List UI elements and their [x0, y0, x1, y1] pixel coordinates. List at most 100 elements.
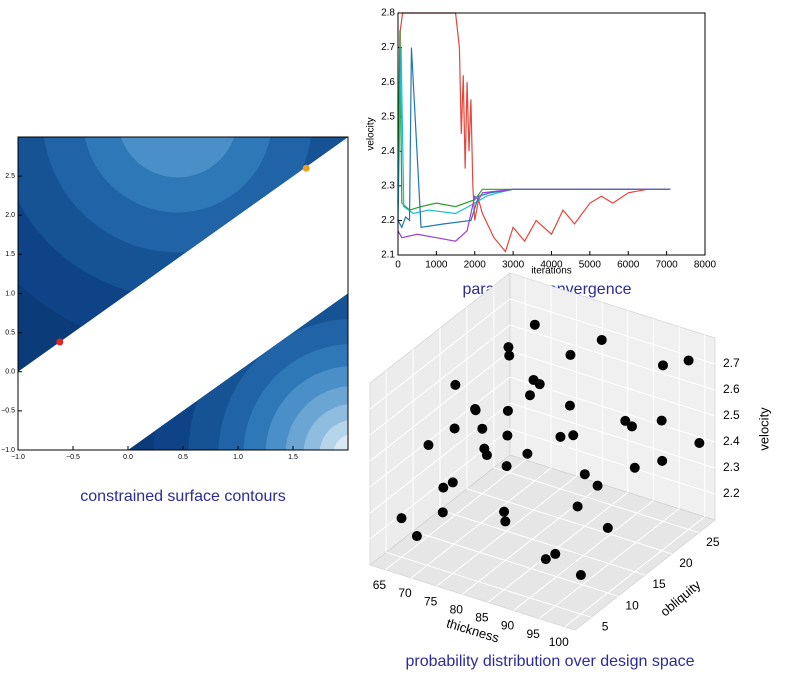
point — [470, 403, 481, 414]
z-tick-label: 2.4 — [723, 434, 740, 448]
z-tick-label: 2.7 — [723, 356, 740, 370]
point — [302, 164, 310, 172]
x-tick-label: 1000 — [425, 260, 448, 271]
point — [656, 415, 667, 426]
series-line — [397, 47, 671, 229]
point — [579, 469, 590, 480]
point — [657, 455, 668, 466]
grid-line — [369, 298, 511, 410]
y-tick-label: 2.5 — [381, 111, 395, 122]
point — [555, 431, 566, 442]
point — [524, 390, 535, 401]
z-tick-label: 2.5 — [723, 408, 740, 422]
x-tick-label: 70 — [398, 586, 412, 600]
x-tick-label: 100 — [549, 635, 569, 649]
x-tick-label: 5000 — [579, 260, 602, 271]
point — [449, 423, 460, 434]
point — [683, 355, 694, 366]
y-tick-label: 2.1 — [381, 250, 395, 261]
grid-line — [386, 551, 592, 618]
z-axis-label: velocity — [756, 407, 771, 451]
point — [572, 501, 583, 512]
grid-line — [369, 402, 511, 514]
point — [602, 522, 613, 533]
y-tick-label: 1.0 — [5, 290, 15, 297]
contour-band — [333, 433, 348, 450]
y-tick-label: 15 — [652, 577, 666, 591]
grid-line — [509, 350, 716, 417]
x-tick-label: −1.0 — [11, 454, 25, 461]
x-tick-label: −0.5 — [66, 454, 80, 461]
x-tick-label: 7000 — [656, 260, 679, 271]
contour-band — [82, 137, 273, 213]
point — [502, 405, 513, 416]
point — [423, 440, 434, 451]
grid-line — [509, 376, 716, 443]
contour-band — [303, 403, 348, 450]
grid-line — [369, 376, 511, 488]
y-tick-label: 0.5 — [5, 329, 15, 336]
x-tick-label: 2000 — [464, 260, 487, 271]
x-tick-label: 8000 — [694, 260, 717, 271]
point — [550, 548, 561, 559]
grid-line — [509, 428, 716, 495]
contour-band — [319, 419, 348, 450]
point — [501, 461, 512, 472]
x-tick-label: 6000 — [617, 260, 640, 271]
point — [592, 480, 603, 491]
y-tick-label: 20 — [679, 556, 693, 570]
point — [499, 506, 510, 517]
plot-bg — [398, 13, 705, 255]
contour-band — [117, 137, 238, 178]
point — [528, 374, 539, 385]
point — [500, 516, 511, 527]
grid-line — [412, 530, 619, 597]
y-tick-label: 1.5 — [5, 251, 15, 258]
point — [564, 400, 575, 411]
series-line — [397, 47, 671, 221]
point — [437, 507, 448, 518]
z-tick-label: 2.2 — [723, 486, 740, 500]
contour-band — [42, 137, 313, 253]
x-tick-label: 95 — [526, 627, 540, 641]
x-tick-label: 3000 — [502, 260, 525, 271]
y-tick-label: 2.8 — [381, 8, 395, 19]
plot-frame — [397, 12, 706, 256]
point — [438, 482, 449, 493]
grid-line — [369, 350, 511, 462]
point — [56, 338, 64, 346]
x-tick-label: 0.0 — [123, 454, 133, 461]
grid-line — [466, 488, 673, 555]
point — [411, 531, 422, 542]
grid-line — [369, 324, 511, 436]
y-tick-label: 2.3 — [381, 180, 395, 191]
series-line — [397, 188, 671, 242]
x-axis-label: thickness — [445, 615, 502, 645]
y-axis-label: velocity — [366, 117, 377, 150]
y-tick-label: 2.4 — [381, 146, 395, 157]
point — [503, 342, 514, 353]
point — [565, 349, 576, 360]
point — [504, 350, 515, 361]
point — [694, 437, 705, 448]
y-tick-label: 2.7 — [381, 42, 395, 53]
y-tick-label: 10 — [625, 598, 639, 612]
x-tick-label: 0 — [395, 260, 401, 271]
grid-line — [493, 467, 699, 534]
point — [479, 443, 490, 454]
y-tick-label: 2.2 — [381, 215, 395, 226]
point — [450, 379, 461, 390]
y-tick-label: 25 — [706, 535, 720, 549]
point — [529, 319, 540, 330]
caption: constrained surface contours — [80, 488, 285, 505]
y-tick-label: 2.6 — [381, 77, 395, 88]
x-tick-label: 4000 — [540, 260, 563, 271]
z-tick-label: 2.3 — [723, 460, 740, 474]
x-tick-label: 0.5 — [178, 454, 188, 461]
x-tick-label: 85 — [475, 611, 489, 625]
series-line — [397, 12, 671, 253]
point — [447, 477, 458, 488]
y-tick-label: 2.0 — [5, 212, 15, 219]
point — [477, 423, 488, 434]
